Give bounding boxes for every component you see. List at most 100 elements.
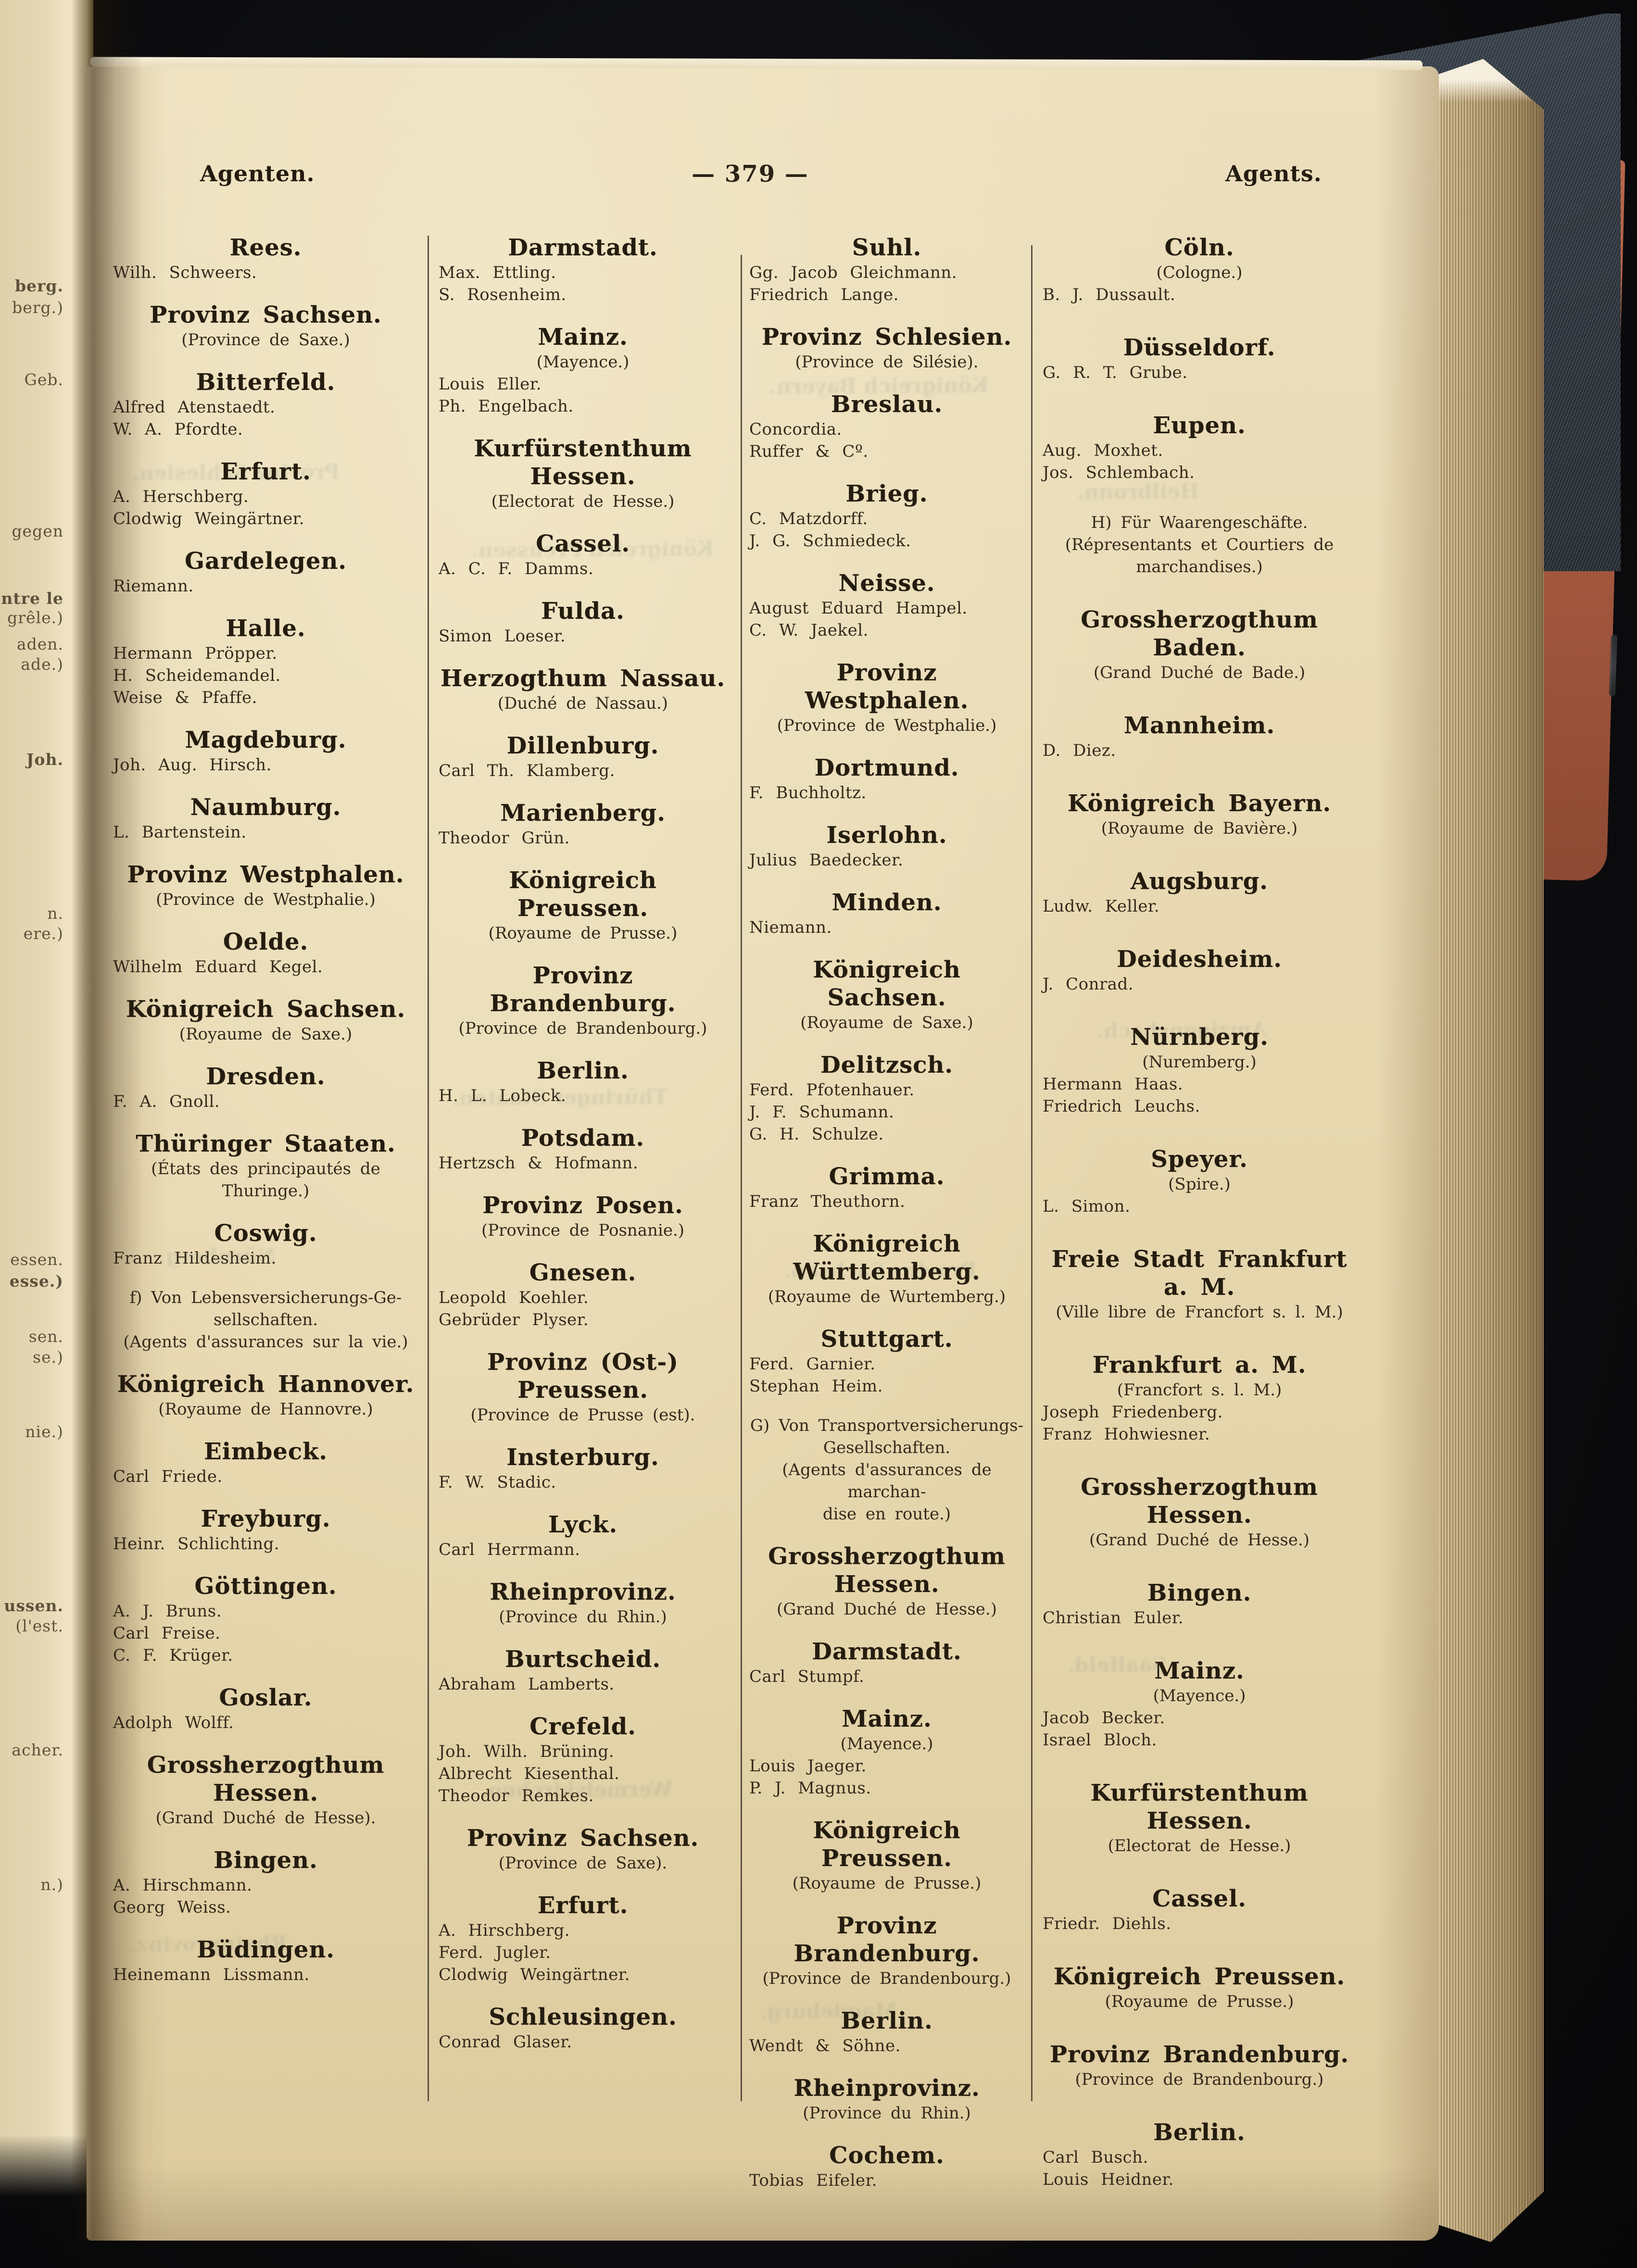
entry-subtitle: (Mayence.): [840, 1734, 933, 1754]
entry-title: Königreich Preussen.: [509, 867, 657, 922]
directory-entry: Berlin. Wendt & Söhne.: [749, 2007, 1024, 2057]
entry-title: Königreich Preussen.: [1053, 1963, 1346, 1990]
directory-entry: Provinz Brandenburg. (Province de Branden…: [749, 1912, 1024, 1990]
directory-entry: Naumburg. L. Bartenstein.: [113, 793, 418, 843]
directory-entry: Oelde. Wilhelm Eduard Kegel.: [113, 928, 418, 978]
directory-entry: Provinz (Ost-) Preussen. (Province de Pru…: [439, 1348, 727, 1426]
entry-title: Provinz Schlesien.: [761, 324, 1012, 351]
entry-title: Suhl.: [852, 234, 922, 261]
entry-title: Provinz Brandenburg.: [490, 962, 676, 1017]
entry-name: Carl Friede.: [113, 1467, 223, 1486]
entry-name: G. H. Schulze.: [749, 1125, 884, 1144]
directory-entry: Grossherzogthum Baden. (Grand Duché de Ba…: [1043, 606, 1356, 684]
entry-title: Freie Stadt Frankfurt a. M.: [1051, 1246, 1347, 1301]
entry-subtitle: (Grand Duché de Hesse).: [155, 1808, 376, 1828]
directory-entry: Grossherzogthum Hessen. (Grand Duché de H…: [113, 1751, 418, 1829]
entry-name: Ferd. Garnier.: [749, 1354, 876, 1374]
entry-name: Ph. Engelbach.: [439, 397, 574, 416]
entry-subtitle: (Royaume de Saxe.): [800, 1013, 973, 1032]
entry-title: Provinz Sachsen.: [466, 1825, 699, 1852]
page-fragment: n.: [47, 904, 63, 923]
directory-entry: Stuttgart. Ferd. Garnier. Stephan Heim.: [749, 1325, 1024, 1397]
directory-entry: Rheinprovinz. (Province du Rhin.): [749, 2074, 1024, 2124]
entry-title: Augsburg.: [1131, 868, 1268, 895]
entry-name: Clodwig Weingärtner.: [113, 509, 305, 528]
directory-entry: Fulda. Simon Loeser.: [439, 597, 727, 647]
entry-name: J. Conrad.: [1043, 975, 1134, 994]
entry-title: Eimbeck.: [204, 1438, 327, 1465]
entry-name: Theodor Remkes.: [439, 1786, 594, 1805]
entry-name: Adolph Wolff.: [113, 1713, 234, 1732]
page-fragment: berg.): [12, 298, 63, 317]
entry-subtitle: (Province de Brandenbourg.): [458, 1019, 707, 1038]
directory-entry: Cassel. A. C. F. Damms.: [439, 530, 727, 580]
directory-entry: Speyer. (Spire.) L. Simon.: [1043, 1145, 1356, 1217]
entry-title: Kurfürstenthum Hessen.: [1090, 1779, 1309, 1834]
entry-subtitle: (États des principautés de Thuringe.): [151, 1159, 380, 1201]
page-fragment: ade.): [21, 655, 63, 674]
directory-entry: Düsseldorf. G. R. T. Grube.: [1043, 334, 1356, 384]
entry-title: Provinz Westphalen.: [127, 861, 404, 888]
directory-entry: Mannheim. D. Diez.: [1043, 712, 1356, 762]
directory-entry: Cöln. (Cologne.) B. J. Dussault.: [1043, 234, 1356, 306]
entry-subtitle: (Province de Brandenbourg.): [1075, 2070, 1324, 2089]
directory-entry: Königreich Sachsen. (Royaume de Saxe.): [113, 995, 418, 1045]
directory-entry: Provinz Westphalen. (Province de Westphal…: [749, 659, 1024, 737]
entry-title: Provinz Sachsen.: [150, 301, 382, 328]
directory-entry: Darmstadt. Max. Ettling. S. Rosenheim.: [439, 234, 727, 306]
directory-entry: Mainz. (Mayence.) Louis Jaeger. P. J. Magnu…: [749, 1705, 1024, 1799]
directory-entry: Mainz. (Mayence.) Louis Eller. Ph. Engelbac…: [439, 323, 727, 417]
entry-title: Gnesen.: [529, 1259, 637, 1286]
entry-name: Carl Stumpf.: [749, 1667, 865, 1686]
entry-title: Königreich Preussen.: [813, 1817, 961, 1872]
entry-name: A. C. F. Damms.: [439, 559, 594, 578]
entry-name: J. G. Schmiedeck.: [749, 531, 911, 551]
entry-name: Friedr. Diehls.: [1043, 1914, 1171, 1933]
book-page: Saalfeld. Amzigensbach. Heilbronn. Magdebur…: [87, 66, 1439, 2241]
entry-title: Iserlohn.: [826, 822, 947, 849]
entry-title: Provinz Posen.: [482, 1192, 683, 1219]
entry-name: Friedrich Leuchs.: [1043, 1097, 1200, 1116]
entry-name: Carl Th. Klamberg.: [439, 761, 615, 780]
entry-name: Hermann Haas.: [1043, 1075, 1184, 1094]
entry-name: A. Herschberg.: [113, 487, 249, 506]
entry-name: Hermann Pröpper.: [113, 644, 277, 663]
page-fragment: n.): [40, 1875, 63, 1894]
entry-title: Naumburg.: [190, 794, 341, 821]
directory-entry: Göttingen. A. J. Bruns. Carl Freise. C. F. …: [113, 1572, 418, 1667]
directory-entry: Provinz Posen. (Province de Posnanie.): [439, 1191, 727, 1241]
entry-name: Leopold Koehler.: [439, 1288, 589, 1307]
directory-entry: Coswig. Franz Hildesheim.: [113, 1219, 418, 1269]
entry-title: Provinz Brandenburg.: [793, 1912, 980, 1967]
entry-name: Albrecht Kiesenthal.: [439, 1764, 620, 1783]
entry-subtitle: (Province du Rhin.): [803, 2104, 971, 2123]
entry-title: Grimma.: [829, 1163, 945, 1190]
entry-title: Gardelegen.: [185, 548, 347, 575]
entry-subtitle: (Royaume de Bavière.): [1101, 819, 1298, 838]
directory-entry: Königreich Sachsen. (Royaume de Saxe.): [749, 956, 1024, 1034]
directory-entry: Provinz Brandenburg. (Province de Branden…: [439, 962, 727, 1040]
entry-title: Cöln.: [1164, 234, 1234, 261]
entry-name: B. J. Dussault.: [1043, 285, 1176, 304]
entry-title: Freyburg.: [201, 1505, 331, 1532]
entry-name: Clodwig Weingärtner.: [439, 1965, 630, 1984]
page-fragment: (l'est.: [15, 1616, 63, 1635]
entry-name: Georg Weiss.: [113, 1898, 231, 1917]
entry-name: Louis Heidner.: [1043, 2170, 1174, 2189]
directory-entry: Thüringer Staaten. (États des principauté…: [113, 1130, 418, 1202]
entry-subtitle: (Agents d'assurances sur la vie.): [123, 1332, 408, 1352]
entry-name: Joseph Friedenberg.: [1043, 1403, 1223, 1422]
entry-name: L. Bartenstein.: [113, 823, 247, 842]
directory-entry: Königreich Preussen. (Royaume de Prusse.): [749, 1817, 1024, 1894]
page-fragment: ontre le: [0, 589, 63, 608]
directory-entry: Burtscheid. Abraham Lamberts.: [439, 1645, 727, 1695]
entry-title: Mainz.: [1154, 1657, 1245, 1684]
entry-title: Göttingen.: [194, 1573, 337, 1600]
page-fragment: berg.: [14, 276, 63, 295]
entry-title: Stuttgart.: [820, 1326, 953, 1353]
entry-title: Grossherzogthum Baden.: [1081, 606, 1318, 661]
entry-subtitle: (Nuremberg.): [1142, 1053, 1257, 1072]
entry-name: Ferd. Jugler.: [439, 1943, 551, 1962]
directory-entry: Königreich Bayern. (Royaume de Bavière.): [1043, 789, 1356, 840]
entry-title: Königreich Bayern.: [1067, 790, 1332, 817]
